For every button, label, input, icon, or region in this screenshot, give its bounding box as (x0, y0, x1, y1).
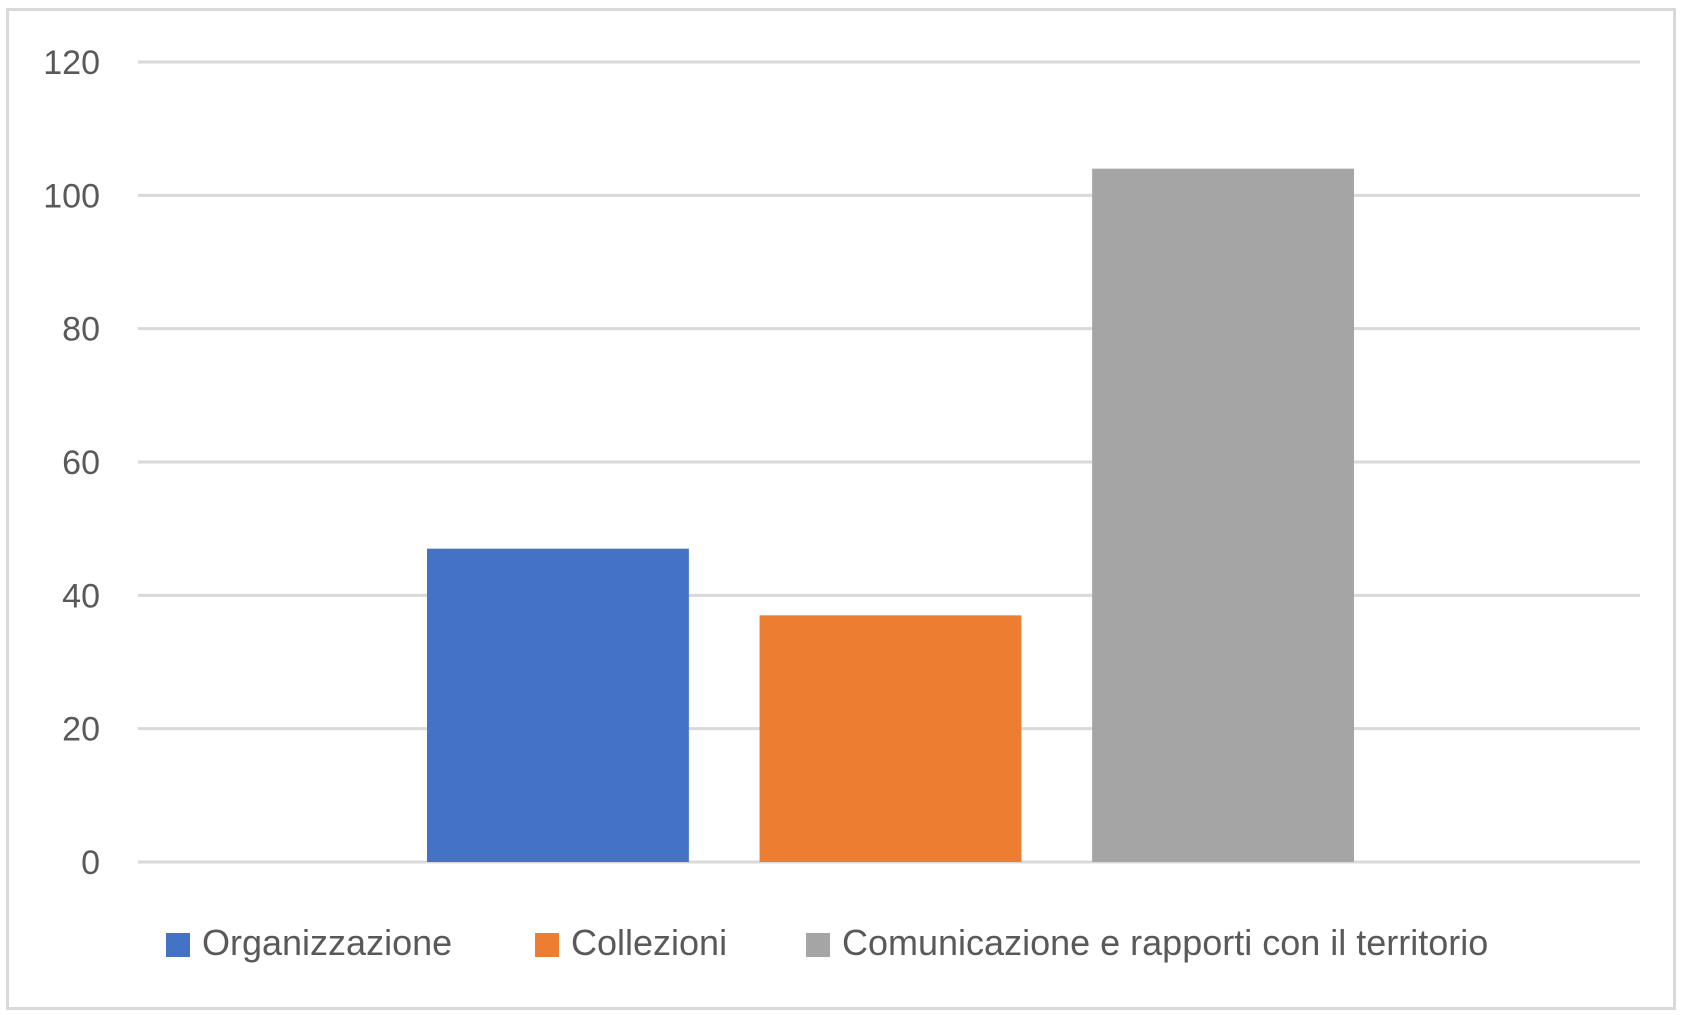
bar-collezioni (759, 615, 1022, 862)
legend-swatch (166, 933, 190, 957)
legend-swatch (806, 933, 830, 957)
y-tick-label: 80 (62, 311, 100, 349)
legend-label: Comunicazione e rapporti con il territor… (842, 922, 1488, 963)
bars (427, 168, 1354, 862)
y-tick-label: 0 (81, 844, 100, 882)
legend-swatch (535, 933, 559, 957)
bar-comunicazione-e-rapporti-con-il-territorio (1092, 168, 1354, 862)
y-tick-label: 120 (43, 44, 100, 82)
y-tick-label: 60 (62, 444, 100, 482)
y-tick-label: 20 (62, 711, 100, 749)
y-tick-label: 40 (62, 577, 100, 615)
legend: Organizzazione Collezioni Comunicazione e … (166, 922, 1488, 963)
gridlines (138, 60, 1640, 864)
legend-label: Organizzazione (202, 922, 452, 963)
y-tick-label: 100 (43, 177, 100, 215)
bar-organizzazione (427, 548, 689, 862)
y-axis-tick-labels: 0 20 40 60 80 100 120 (43, 44, 100, 882)
legend-label: Collezioni (571, 922, 727, 963)
